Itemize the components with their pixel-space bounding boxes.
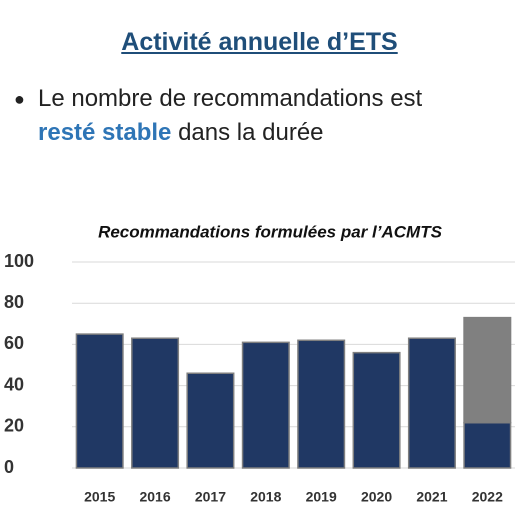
y-tick-label: 40 (4, 374, 24, 394)
y-tick-label: 100 (4, 251, 34, 271)
bullet-text: Le nombre de recommandations est resté s… (38, 82, 448, 150)
slide-title: Activité annuelle d’ETS (121, 28, 398, 56)
bar (297, 339, 346, 469)
chart-title: Recommandations formulées par l’ACMTS (98, 222, 443, 241)
bar (407, 337, 456, 469)
bullet: ● Le nombre de recommandations est resté… (14, 82, 494, 150)
text: Le nombre de recommandations est (38, 85, 423, 112)
y-tick-label: 60 (4, 333, 24, 353)
bar (241, 341, 290, 469)
highlight: resté stable (38, 119, 172, 146)
text: dans la durée (178, 119, 324, 146)
x-tick-label: 2019 (306, 489, 337, 505)
bar (463, 316, 512, 424)
y-tick-label: 20 (4, 416, 24, 436)
bar (131, 337, 180, 469)
x-tick-label: 2016 (139, 489, 170, 505)
bar (75, 333, 124, 469)
x-tick-label: 2020 (361, 489, 392, 505)
x-tick-label: 2018 (250, 489, 281, 505)
x-tick-label: 2021 (416, 489, 447, 505)
x-tick-label: 2017 (195, 489, 226, 505)
bullet-dot: ● (14, 89, 25, 109)
y-tick-label: 80 (4, 292, 24, 312)
y-tick-label: 0 (4, 457, 14, 477)
x-tick-label: 2015 (84, 489, 115, 505)
bar (463, 421, 512, 469)
bar (352, 351, 401, 469)
x-tick-label: 2022 (472, 489, 503, 505)
bar (186, 372, 235, 469)
